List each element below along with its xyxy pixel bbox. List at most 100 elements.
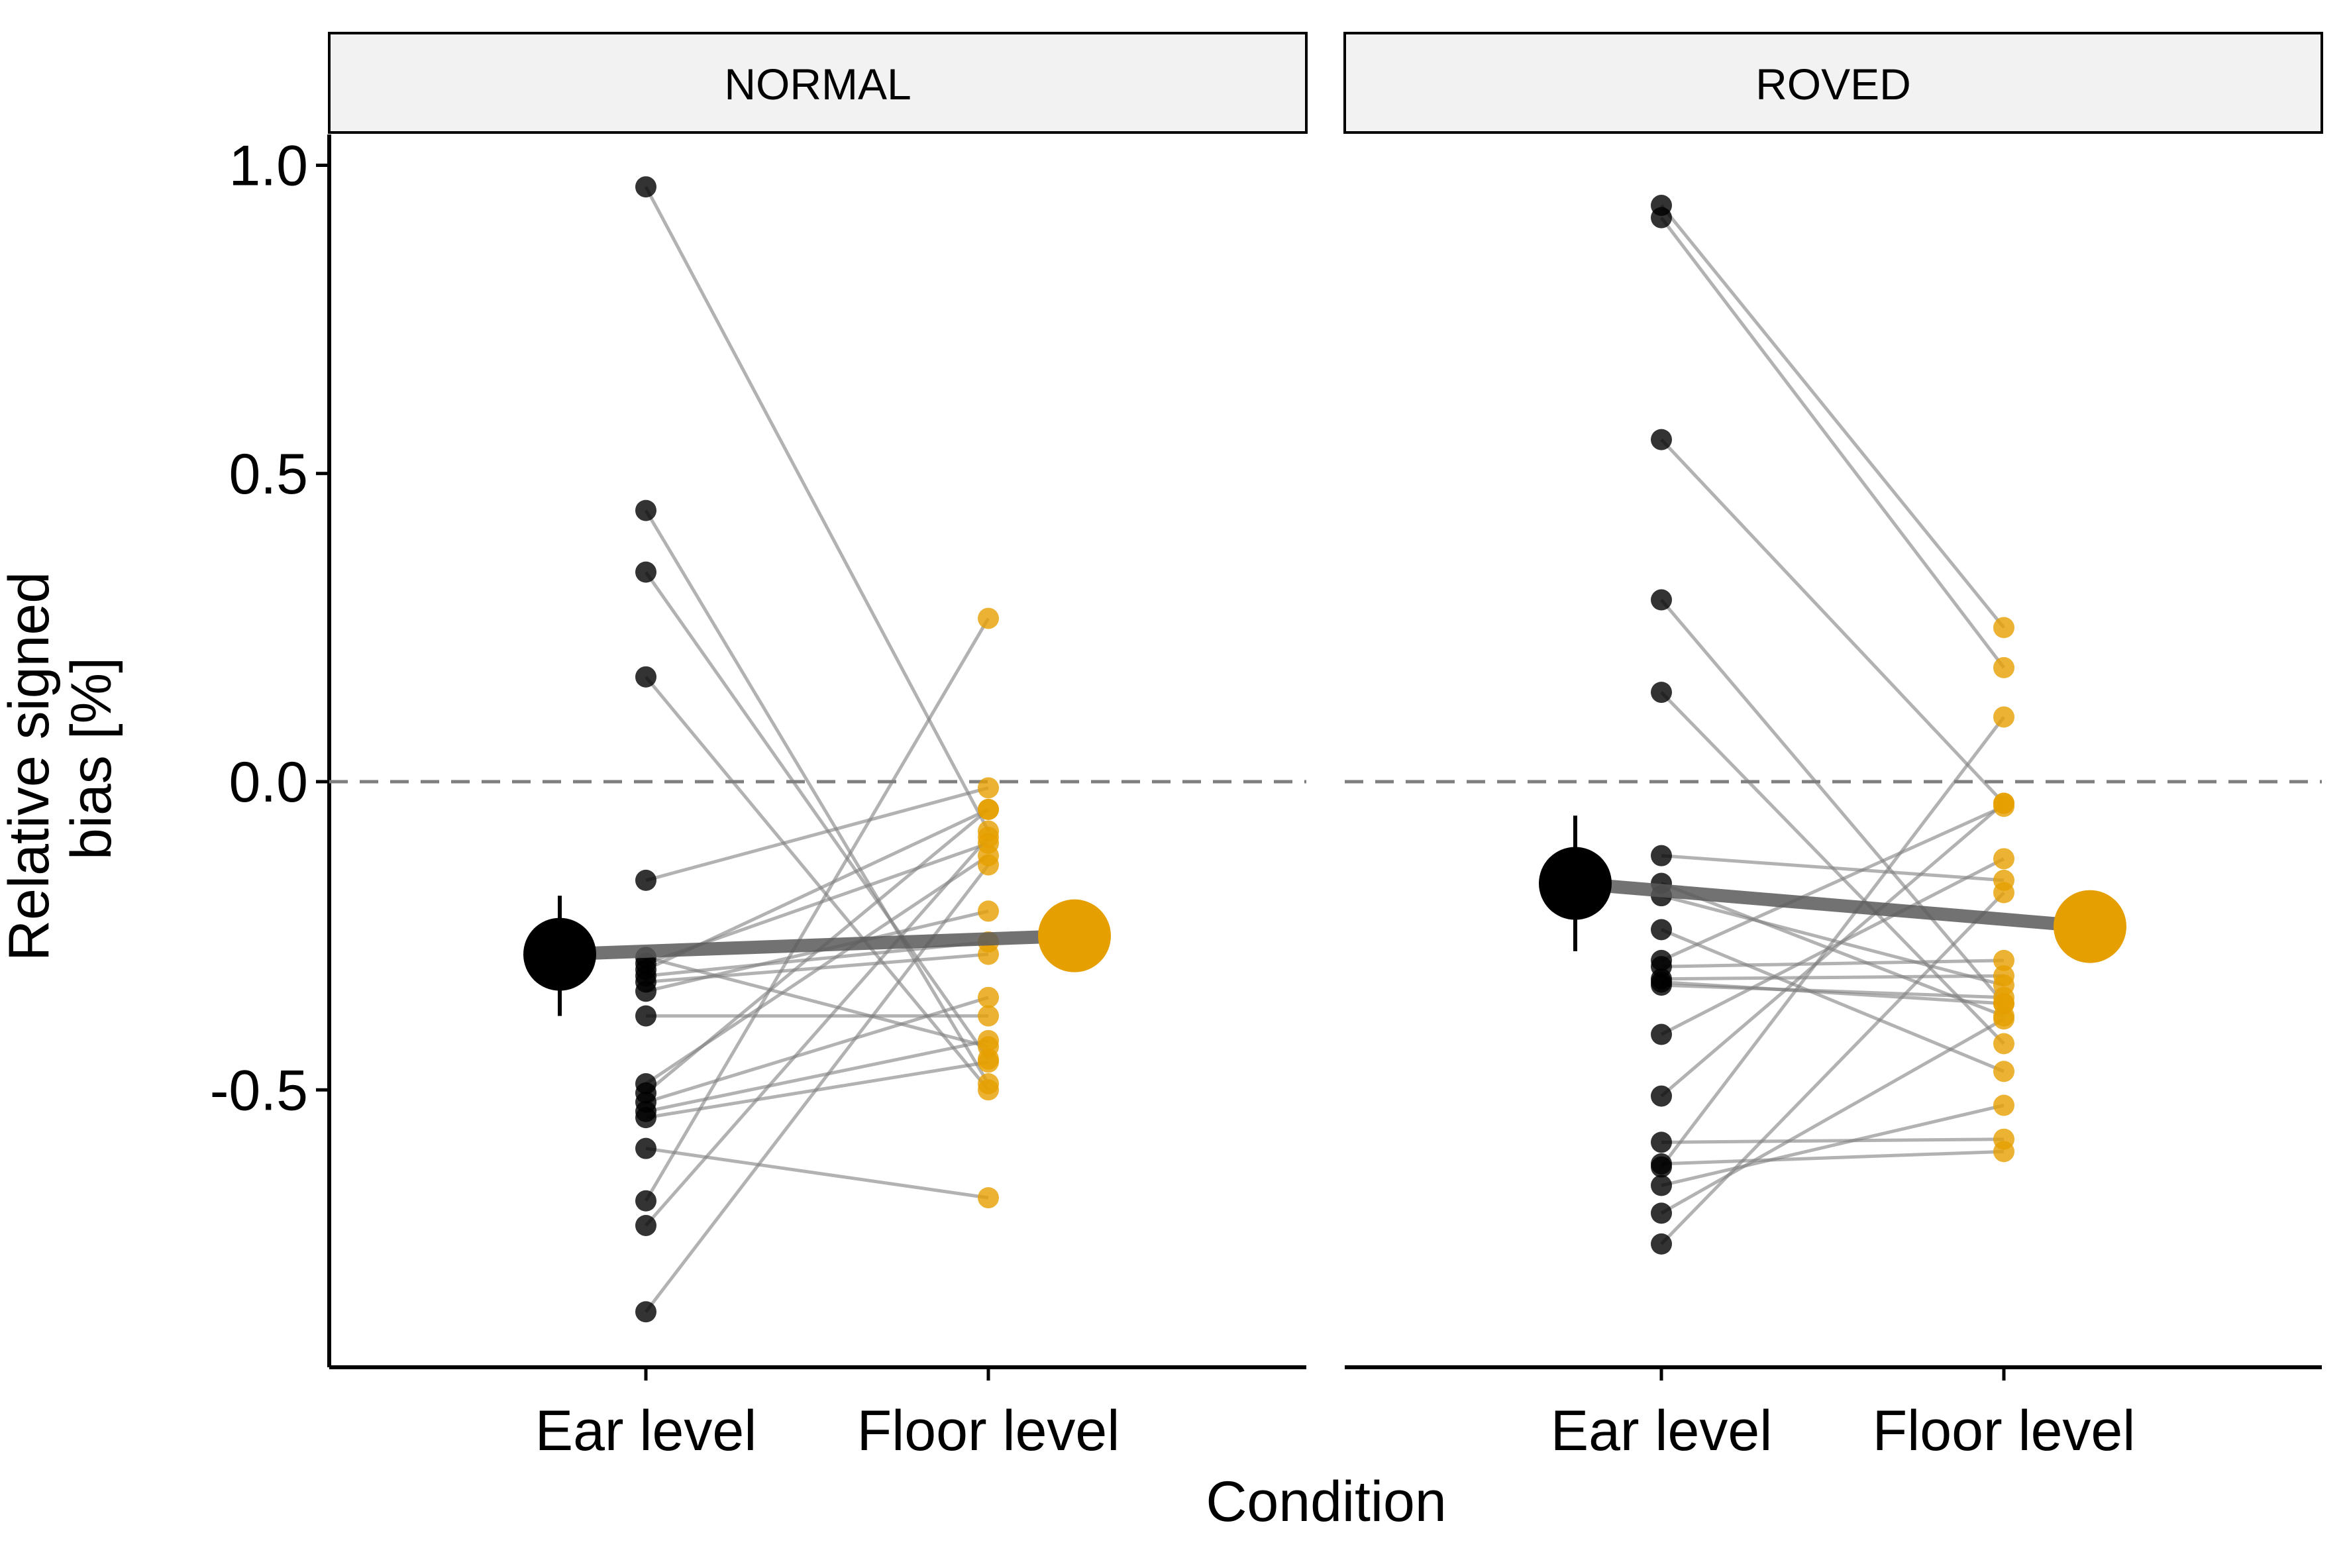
paired-line [645,940,989,978]
ear-level-point [1651,1202,1672,1224]
floor-level-point [1993,1094,2014,1116]
paired-line [1660,715,2005,1169]
ear-level-point [1651,429,1672,450]
paired-line [1661,983,2005,1000]
floor-level-point [978,777,999,799]
floor-level-point [1993,1033,2014,1055]
paired-line [645,676,990,1091]
mean-line [559,929,1075,961]
ear-level-point [1651,845,1672,866]
ear-level-point [1651,1233,1672,1255]
ear-level-point [1651,1131,1672,1153]
mean-line [1575,876,2091,933]
ear-level-mean-point [1539,847,1612,920]
paired-line [1660,204,2005,629]
paired-line [645,1039,989,1114]
ear-level-point [635,561,656,583]
ear-level-point [635,499,656,521]
paired-line [645,955,989,1049]
panel-normal: NORMAL Ear level Floor level [328,32,1308,1463]
floor-level-point [1993,792,2014,814]
floor-level-point [978,826,999,848]
floor-level-point [978,986,999,1008]
floor-level-point [978,1187,999,1209]
ear-level-point [1651,682,1672,704]
ear-level-point [1651,1175,1672,1196]
paired-line [644,617,990,1202]
ear-level-point [635,666,656,688]
ear-level-point [1651,1023,1672,1045]
paired-line [1660,217,2005,669]
paired-line [1661,1137,2005,1144]
ear-level-point [635,1301,656,1323]
floor-level-point [978,1051,999,1073]
paired-line [645,864,990,1313]
y-axis-label-line-1: Relative signed [0,572,61,961]
paired-line [1660,802,2005,1098]
ear-level-point [635,1137,656,1159]
paired-line [1660,598,2005,1005]
floor-level-point [1993,882,2014,904]
paired-line [644,571,990,1061]
paired-line [645,996,989,1104]
floor-level-point [978,1005,999,1027]
floor-level-point [978,943,999,965]
paired-line [1660,857,2005,1036]
paired-line [1661,974,2005,981]
ear-level-point [635,1190,656,1212]
panel-roved: ROVED Ear level Floor level [1343,32,2323,1463]
y-tick-label: 0.0 [229,751,308,814]
ear-level-point [1651,919,1672,941]
floor-level-point [978,798,999,820]
ear-level-point [635,1005,656,1027]
paired-line [1660,1018,2005,1215]
y-tick-label: 0.5 [229,443,308,506]
paired-line [1661,854,2005,882]
facet-strip [328,32,1308,134]
paired-line [1660,891,2005,1245]
floor-level-point [978,607,999,629]
y-axis-label-line-2: bias [%] [60,657,123,860]
paired-line [644,509,990,1085]
paired-line [1661,1104,2005,1187]
facet-strip [1343,32,2323,134]
y-tick-label: -0.5 [210,1059,308,1122]
x-tick-label: Floor level [1873,1399,2136,1463]
paired-line [644,185,990,832]
floor-level-point [1993,848,2014,870]
ear-level-point [635,1107,656,1129]
ear-level-point [635,980,656,1002]
floor-level-point [978,1029,999,1051]
paired-line [1661,1149,2005,1166]
x-tick-label: Ear level [535,1399,757,1463]
ear-level-point [1651,974,1672,996]
ear-level-point [1651,1085,1672,1107]
floor-level-point [978,900,999,922]
paired-line [1661,928,2005,1073]
floor-level-point [978,854,999,876]
x-tick-label: Floor level [857,1399,1120,1463]
floor-level-point [1993,1061,2014,1082]
floor-level-point [1993,1008,2014,1030]
floor-level-point [1993,986,2014,1008]
paired-line [645,836,990,1227]
floor-level-point [1993,706,2014,728]
floor-level-point [1993,656,2014,678]
facet-strip-label: ROVED [1755,60,1911,109]
floor-level-point [1993,617,2014,639]
ear-level-point [1651,1156,1672,1178]
ear-level-point [1651,207,1672,229]
floor-level-point [1993,965,2014,987]
paired-line [645,1147,989,1200]
facet-strip-label: NORMAL [724,60,911,109]
ear-level-point [635,1214,656,1236]
ear-level-point [1651,589,1672,611]
ear-level-point [635,176,656,198]
floor-level-mean-point [1038,899,1111,972]
paired-line [1660,804,2005,963]
floor-level-mean-point [2054,890,2126,963]
floor-level-point [978,1079,999,1101]
x-tick-label: Ear level [1551,1399,1773,1463]
